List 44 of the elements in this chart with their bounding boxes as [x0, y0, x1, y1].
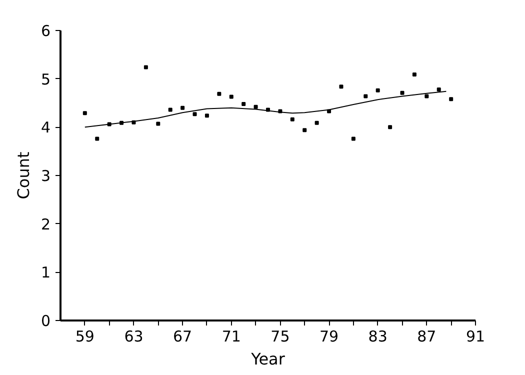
- line-series: [84, 90, 447, 128]
- point: [388, 125, 392, 130]
- point: [351, 136, 356, 141]
- point: [217, 92, 222, 96]
- y-tick-label: 4: [40, 118, 51, 137]
- y-tick-label: 5: [40, 70, 51, 88]
- point: [290, 117, 294, 122]
- point: [144, 65, 148, 70]
- point: [82, 111, 87, 116]
- point: [302, 128, 307, 132]
- x-tick-label: 79: [319, 328, 339, 346]
- x-tick-label: 91: [466, 328, 486, 346]
- point: [229, 94, 234, 99]
- y-tick-label: 1: [40, 264, 51, 282]
- point: [424, 94, 429, 98]
- x-tick-label: 67: [173, 328, 192, 346]
- x-tick-label: 75: [270, 328, 290, 346]
- y-axis-title: Count: [14, 152, 33, 200]
- point: [339, 84, 344, 89]
- point: [364, 94, 368, 98]
- point: [254, 104, 258, 109]
- x-tick-label: 83: [368, 328, 388, 346]
- y-tick-label: 2: [40, 215, 51, 234]
- point: [436, 87, 441, 92]
- point: [400, 90, 404, 95]
- point: [449, 97, 454, 102]
- x-tick-label: 87: [417, 328, 436, 346]
- point: [242, 102, 246, 106]
- x-tick-label: 63: [124, 328, 144, 346]
- y-tick-label: 3: [40, 167, 51, 185]
- point: [314, 120, 319, 125]
- point: [192, 112, 197, 116]
- x-tick-label: 71: [222, 328, 241, 346]
- point: [204, 114, 209, 118]
- point: [376, 88, 380, 92]
- point: [180, 106, 185, 110]
- point: [412, 72, 416, 76]
- y-tick-label: 0: [40, 312, 51, 330]
- x-tick-label: 59: [75, 328, 94, 346]
- point: [168, 108, 172, 112]
- point: [156, 122, 160, 126]
- x-axis-title: Year: [250, 350, 286, 368]
- point: [95, 136, 100, 141]
- y-tick-label: 6: [40, 22, 51, 40]
